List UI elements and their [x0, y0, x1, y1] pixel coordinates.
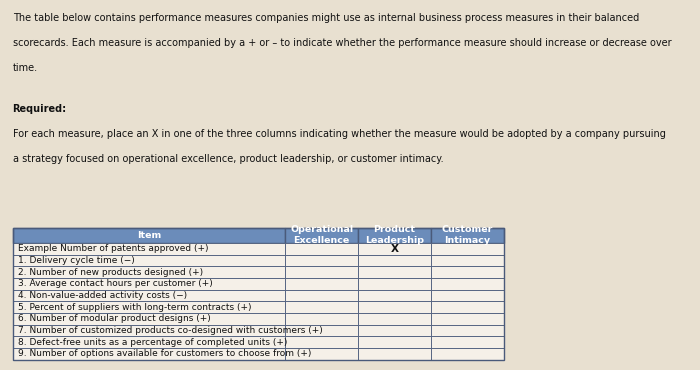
Text: X: X [391, 244, 398, 254]
Text: a strategy focused on operational excellence, product leadership, or customer in: a strategy focused on operational excell… [13, 154, 443, 164]
Text: Product
Leadership: Product Leadership [365, 225, 424, 245]
Bar [430, 336, 504, 348]
Bar [358, 313, 430, 325]
Text: Operational
Excellence: Operational Excellence [290, 225, 354, 245]
Bar [430, 266, 504, 278]
Text: 7. Number of customized products co-designed with customers (+): 7. Number of customized products co-desi… [18, 326, 322, 335]
Text: 1. Delivery cycle time (−): 1. Delivery cycle time (−) [18, 256, 134, 265]
Bar [286, 325, 358, 336]
Bar [13, 325, 286, 336]
Bar [286, 302, 358, 313]
Bar [358, 336, 430, 348]
Bar [286, 266, 358, 278]
Bar [13, 266, 286, 278]
Text: Example Number of patents approved (+): Example Number of patents approved (+) [18, 245, 208, 253]
Bar [358, 266, 430, 278]
Bar [13, 255, 286, 266]
Text: 5. Percent of suppliers with long-term contracts (+): 5. Percent of suppliers with long-term c… [18, 303, 251, 312]
Bar [13, 302, 286, 313]
Bar [13, 290, 286, 302]
Bar [430, 255, 504, 266]
Bar [13, 348, 286, 360]
Bar [358, 228, 430, 243]
Bar [286, 313, 358, 325]
Text: Required:: Required: [13, 104, 66, 114]
Bar [286, 278, 358, 290]
Bar [13, 228, 504, 360]
Text: For each measure, place an X in one of the three columns indicating whether the : For each measure, place an X in one of t… [13, 129, 666, 139]
Bar [358, 325, 430, 336]
Bar [13, 336, 286, 348]
Bar [430, 325, 504, 336]
Bar [430, 243, 504, 255]
Bar [358, 302, 430, 313]
Bar [430, 313, 504, 325]
Bar [358, 290, 430, 302]
Text: 3. Average contact hours per customer (+): 3. Average contact hours per customer (+… [18, 279, 212, 288]
Bar [286, 336, 358, 348]
Bar [286, 255, 358, 266]
Text: 2. Number of new products designed (+): 2. Number of new products designed (+) [18, 268, 202, 277]
Bar [358, 278, 430, 290]
Text: The table below contains performance measures companies might use as internal bu: The table below contains performance mea… [13, 13, 639, 23]
Bar [430, 290, 504, 302]
Bar [13, 313, 286, 325]
Text: scorecards. Each measure is accompanied by a + or – to indicate whether the perf: scorecards. Each measure is accompanied … [13, 38, 671, 48]
Bar [358, 243, 430, 255]
Text: 8. Defect-free units as a percentage of completed units (+): 8. Defect-free units as a percentage of … [18, 338, 287, 347]
Bar [286, 290, 358, 302]
Bar [430, 228, 504, 243]
Text: time.: time. [13, 63, 38, 73]
Bar [286, 348, 358, 360]
Bar [430, 278, 504, 290]
Text: Item: Item [136, 231, 161, 240]
Text: 6. Number of modular product designs (+): 6. Number of modular product designs (+) [18, 314, 210, 323]
Text: 9. Number of options available for customers to choose from (+): 9. Number of options available for custo… [18, 349, 311, 358]
Bar [286, 228, 358, 243]
Text: 4. Non-value-added activity costs (−): 4. Non-value-added activity costs (−) [18, 291, 187, 300]
Bar [13, 228, 286, 243]
Bar [430, 302, 504, 313]
Bar [430, 348, 504, 360]
Bar [13, 278, 286, 290]
Bar [286, 243, 358, 255]
Text: Customer
Intimacy: Customer Intimacy [442, 225, 493, 245]
Bar [358, 255, 430, 266]
Bar [13, 243, 286, 255]
Bar [358, 348, 430, 360]
